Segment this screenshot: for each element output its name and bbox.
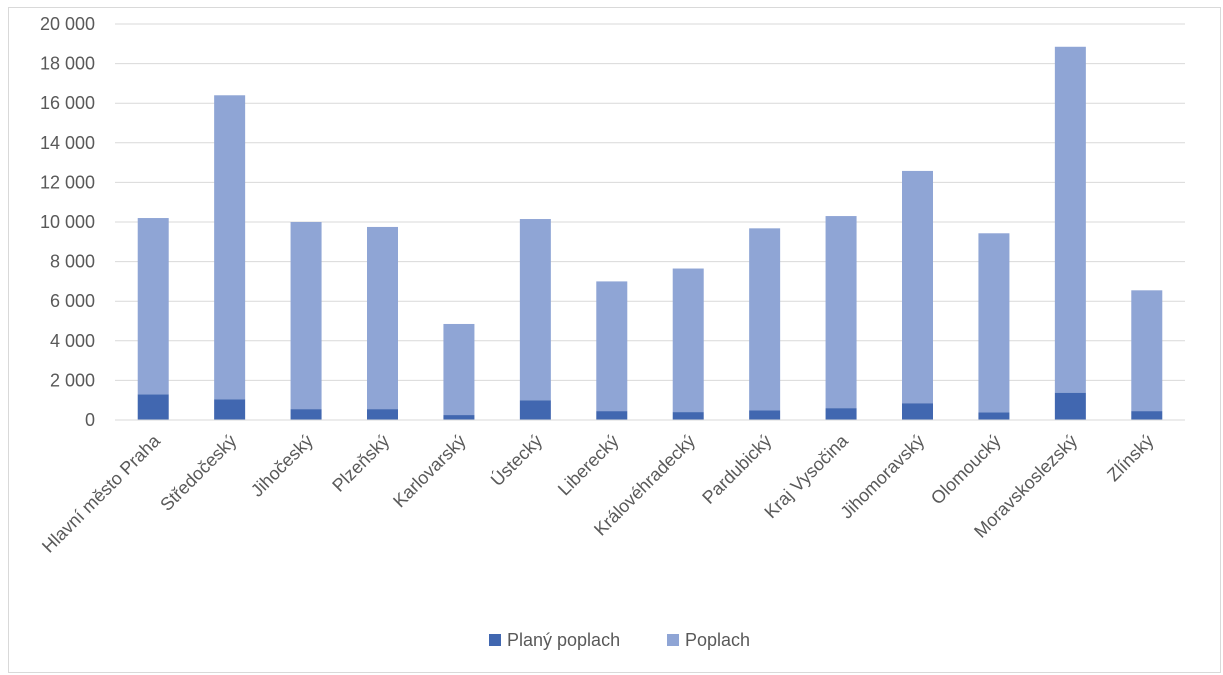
bar-poplach — [367, 226, 398, 410]
legend-swatch-poplach — [667, 634, 679, 646]
x-category-label: Karlovarský — [389, 431, 470, 512]
bar-poplach — [749, 228, 781, 411]
bar-poplach — [978, 233, 1010, 413]
y-axis: 0 2 000 4 000 6 000 8 000 10 000 12 000 14 000 1… — [40, 14, 95, 430]
legend-swatch-plany-poplach — [489, 634, 501, 646]
x-category-label: Ústecký — [486, 430, 546, 490]
x-category-label: Hlavní město Praha — [38, 430, 165, 557]
bar-poplach — [519, 219, 551, 401]
bar-poplach — [1131, 290, 1163, 412]
legend: Planý poplach Poplach — [489, 630, 750, 650]
y-tick-label: 14 000 — [40, 133, 95, 153]
x-category-label: Středočeský — [156, 431, 240, 515]
bar-poplach — [902, 170, 933, 404]
bar-plany-poplach — [749, 410, 781, 420]
bar-poplach — [443, 323, 475, 416]
x-category-label: Plzeňský — [328, 431, 393, 496]
bar-poplach — [1054, 46, 1086, 393]
y-tick-label: 4 000 — [50, 331, 95, 351]
bar-plany-poplach — [443, 415, 475, 420]
bar-plany-poplach — [367, 409, 398, 420]
y-tick-label: 18 000 — [40, 54, 95, 74]
x-category-label: Liberecký — [554, 431, 623, 500]
y-tick-label: 8 000 — [50, 252, 95, 272]
x-category-label: Zlínský — [1103, 431, 1157, 485]
y-tick-label: 12 000 — [40, 172, 95, 192]
y-tick-label: 0 — [85, 410, 95, 430]
bar-poplach — [214, 95, 246, 400]
y-tick-label: 6 000 — [50, 291, 95, 311]
bar-poplach — [672, 268, 704, 413]
bar-poplach — [596, 281, 628, 412]
legend-label-poplach: Poplach — [685, 630, 750, 650]
bars — [137, 46, 1163, 420]
gridlines — [115, 23, 1185, 381]
legend-label-plany-poplach: Planý poplach — [507, 630, 620, 650]
bar-plany-poplach — [214, 399, 246, 420]
x-category-label: Pardubický — [698, 431, 775, 508]
bar-plany-poplach — [137, 394, 169, 420]
bar-plany-poplach — [672, 412, 704, 420]
bar-poplach — [290, 222, 322, 410]
bar-poplach — [137, 218, 169, 395]
y-tick-label: 20 000 — [40, 14, 95, 34]
bar-poplach — [825, 216, 857, 409]
bar-plany-poplach — [825, 408, 857, 420]
y-tick-label: 16 000 — [40, 93, 95, 113]
bar-plany-poplach — [290, 409, 322, 420]
bar-plany-poplach — [902, 403, 933, 420]
bar-plany-poplach — [1131, 411, 1163, 420]
bar-plany-poplach — [1054, 392, 1086, 420]
x-category-label: Olomoucký — [927, 431, 1005, 509]
x-category-label: Jihočeský — [247, 431, 317, 501]
y-tick-label: 2 000 — [50, 370, 95, 390]
bar-plany-poplach — [978, 412, 1010, 420]
bar-plany-poplach — [519, 400, 551, 420]
y-tick-label: 10 000 — [40, 212, 95, 232]
bar-plany-poplach — [596, 411, 628, 420]
